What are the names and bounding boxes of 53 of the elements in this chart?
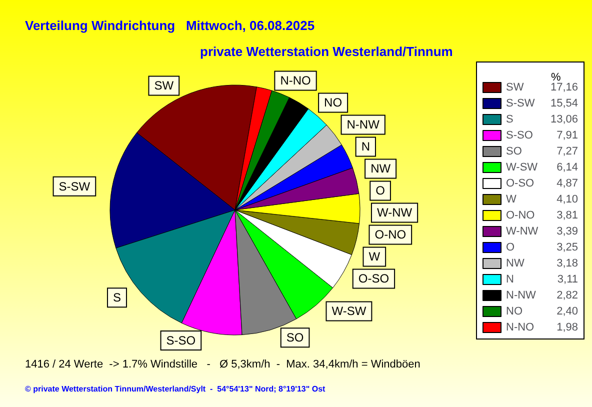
slice-label: W-SW (332, 304, 367, 318)
data-label: 13,06 (550, 114, 578, 126)
category-label: NW (370, 162, 391, 176)
legend-label: S (506, 114, 514, 126)
legend-label: W-NW (506, 226, 539, 238)
legend-label: N-NW (506, 290, 537, 302)
legend-label: N-NO (506, 322, 535, 334)
data-label: 3,81 (556, 210, 578, 222)
legend-label: NW (506, 258, 525, 270)
legend-label: S-SO (506, 130, 534, 142)
data-label: 3,11 (557, 274, 578, 286)
data-label: 3,25 (556, 242, 578, 254)
data-label: 2,82 (556, 290, 578, 302)
slice-label: S-SW (58, 179, 91, 194)
slice-label: O-NO (374, 228, 406, 242)
data-label: 6,14 (556, 162, 578, 174)
slice-label: N-NO (280, 74, 311, 88)
chart-subtitle: private Wetterstation Westerland/Tinnum (200, 44, 453, 59)
data-label: 2,40 (556, 306, 578, 318)
legend-label: O (506, 242, 515, 254)
slice-label: SO (286, 330, 304, 345)
legend-label: W-SW (506, 162, 538, 174)
legend-label: W (506, 194, 517, 206)
data-label: 4,10 (556, 194, 578, 206)
data-label: 3,39 (556, 226, 578, 238)
legend-label: NO (506, 306, 523, 318)
text: 1416 / 24 Werte -> 1.7% Windstille - Ø 5,3km/h - Max. 34,4km/h = Windböen (25, 358, 420, 370)
data-label: 4,87 (556, 178, 578, 190)
slice-label: O-SO (358, 272, 390, 286)
text: © private Wetterstation Tinnum/Westerland/Sylt - 54°54'13" Nord; 8°19'13" Ost (25, 384, 326, 394)
data-label: 1,98 (556, 322, 578, 334)
category-label: N-NW (346, 118, 380, 132)
legend-label: SW (506, 82, 524, 94)
slice-label: S (112, 290, 121, 305)
legend-label: O-SO (506, 178, 535, 190)
category-label: N (361, 140, 370, 154)
legend-label: S-SW (506, 98, 536, 110)
chart-title: Verteilung Windrichtung Mittwoch, 06.08.2025 (25, 18, 315, 33)
slice-label: SW (154, 78, 174, 93)
legend-label: O-NO (506, 210, 536, 222)
category-label: NO (324, 96, 342, 110)
slice-label: S-SO (166, 334, 196, 348)
data-label: 3,18 (556, 258, 578, 270)
data-label: 7,91 (556, 130, 578, 142)
data-label: 17,16 (550, 82, 578, 94)
legend-label: SO (506, 146, 522, 158)
category-label: O (376, 184, 385, 198)
data-label: 15,54 (550, 98, 578, 110)
slice-label: W (368, 250, 381, 264)
legend-label: N (506, 274, 514, 286)
legend-title: % (551, 72, 561, 84)
category-label: W-NW (376, 206, 412, 220)
data-label: 7,27 (556, 146, 578, 158)
